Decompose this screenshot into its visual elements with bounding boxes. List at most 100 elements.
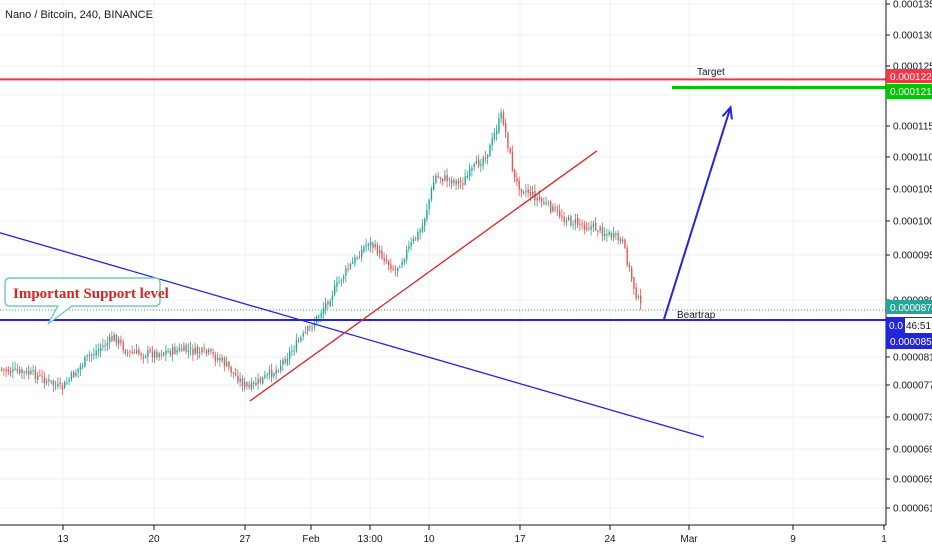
target-label: Target [697, 67, 725, 78]
candle-body [343, 276, 345, 279]
candle-body [88, 354, 91, 356]
candle-body [194, 347, 196, 354]
candle-body [167, 351, 169, 353]
candle-body [149, 349, 151, 352]
candle-body [39, 374, 41, 376]
projection-arrow-line [662, 107, 732, 321]
candle-body [358, 256, 361, 258]
candle-body [248, 384, 250, 388]
candle-body [131, 352, 133, 354]
candle-body [52, 380, 55, 386]
candle-body [120, 340, 122, 343]
candle-body [196, 346, 199, 354]
candle-body [385, 260, 388, 262]
candle-body [363, 246, 365, 252]
price-tick-label: 0.0000615 [893, 504, 932, 515]
candle-body [347, 268, 349, 270]
candle-body [304, 331, 307, 333]
candle-body [122, 341, 124, 351]
candle-body [14, 368, 16, 370]
candle-body [262, 377, 264, 384]
candle-body [136, 350, 138, 354]
candle-body [10, 371, 12, 373]
candle-body [23, 371, 25, 373]
candle-body [271, 369, 273, 378]
candle-body [147, 350, 149, 357]
candle-body [622, 240, 624, 242]
candle-body [329, 300, 331, 307]
candle-body [507, 132, 509, 149]
candle-body [77, 368, 79, 373]
svg-text:0.0000876: 0.0000876 [890, 303, 932, 314]
candle-body [325, 303, 327, 310]
candle-body [55, 385, 57, 387]
candle-body [604, 233, 606, 236]
symbol-title[interactable]: Nano / Bitcoin, 240, BINANCE [5, 9, 153, 21]
candle-body [464, 176, 466, 185]
candle-body [273, 373, 275, 376]
candle-body [264, 375, 266, 378]
candle-body [403, 259, 406, 263]
candle-body [547, 202, 550, 204]
candle-body [318, 316, 320, 318]
candle-body [25, 371, 28, 373]
candle-body [613, 233, 615, 239]
candle-body [399, 266, 401, 268]
candle-body [100, 348, 102, 351]
candle-body [349, 263, 352, 269]
time-tick-label: 1 [881, 534, 887, 545]
candle-body [365, 244, 367, 247]
candle-body [156, 351, 158, 358]
candle-body [480, 164, 482, 166]
candle-body [406, 249, 408, 260]
candle-body [327, 301, 329, 305]
support-callout[interactable]: Important Support level [4, 277, 169, 325]
svg-text:0.0: 0.0 [889, 321, 903, 332]
candle-body [529, 191, 532, 196]
candle-body [433, 182, 435, 190]
candle-body [448, 178, 451, 180]
candle-body [511, 152, 514, 171]
candle-body [525, 190, 527, 192]
candle-body [401, 261, 403, 266]
candle-body [12, 368, 14, 372]
candle-body [7, 370, 10, 373]
candle-body [192, 348, 194, 355]
candle-body [176, 350, 178, 353]
candle-body [455, 180, 457, 185]
candle-body [426, 209, 428, 220]
candle-body [478, 159, 480, 167]
candle-body [185, 344, 187, 352]
svg-text:0.0001227: 0.0001227 [890, 72, 932, 83]
candle-body [592, 223, 595, 228]
candle-body [498, 118, 500, 132]
candle-body [259, 377, 262, 383]
candle-body [361, 249, 363, 257]
candle-body [471, 167, 473, 171]
candle-body [457, 180, 460, 184]
candle-body [608, 232, 610, 235]
svg-text:46:51: 46:51 [906, 321, 931, 332]
candle-body [340, 280, 343, 282]
candle-body [32, 370, 34, 372]
candle-body [205, 350, 208, 354]
time-tick-label: Mar [680, 534, 698, 545]
candle-body [577, 217, 579, 225]
time-tick-label: 9 [790, 534, 796, 545]
candle-body [491, 137, 493, 146]
candle-body [568, 217, 570, 220]
candle-body [57, 383, 59, 387]
candle-body [210, 349, 212, 352]
candle-body [410, 242, 412, 247]
candle-body [257, 379, 259, 384]
candle-body [109, 336, 111, 343]
candle-body [374, 244, 376, 248]
candle-body [394, 268, 397, 270]
candle-body [415, 237, 417, 239]
candle-body [266, 374, 268, 376]
time-axis[interactable]: 13 20 27 Feb 13:00 10 17 24 Mar 9 1 [57, 525, 887, 545]
candle-body [280, 365, 282, 371]
